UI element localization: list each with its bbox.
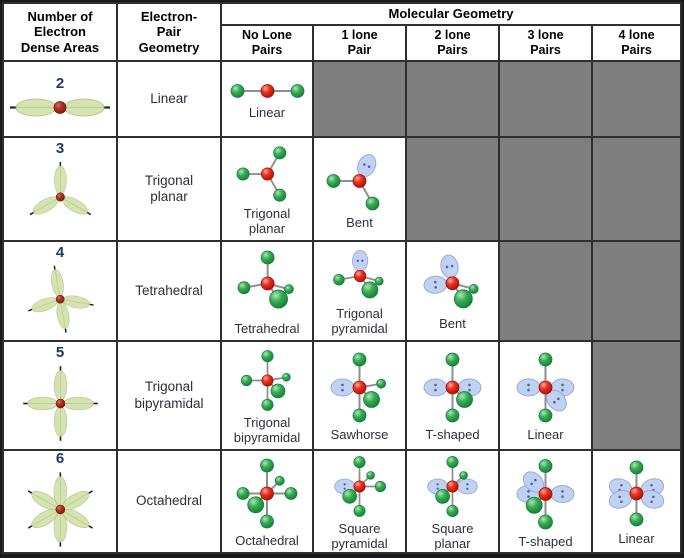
- molecular-geometry-cell: Trigonal bipyramidal: [222, 342, 312, 449]
- not-applicable-cell: [500, 62, 591, 136]
- header-2-lone-pairs: 2 lone Pairs: [407, 26, 498, 60]
- molecule-diagram: [230, 84, 304, 99]
- header-number-of-electron-dense-areas: Number of Electron Dense Areas: [4, 4, 116, 60]
- header-4-lone-pairs: 4 lone Pairs: [593, 26, 680, 60]
- electron-dense-areas-diagram: [28, 265, 94, 333]
- molecular-geometry-cell: Linear: [500, 342, 591, 449]
- molecular-geometry-label: Bent: [439, 316, 466, 332]
- molecular-geometry-cell: Octahedral: [222, 451, 312, 552]
- electron-pair-geometry-cell: Trigonal planar: [118, 138, 220, 240]
- molecular-geometry-label: T-shaped: [425, 427, 480, 443]
- molecule-diagram: [330, 352, 387, 423]
- molecular-geometry-cell: Trigonal planar: [222, 138, 312, 240]
- electron-dense-areas-cell: 5: [4, 342, 116, 449]
- molecular-geometry-label: Trigonal bipyramidal: [233, 414, 301, 445]
- electron-pair-geometry-cell: Octahedral: [118, 451, 220, 552]
- molecular-geometry-label: Trigonal pyramidal: [331, 305, 388, 336]
- electron-pair-geometry-label: Trigonal bipyramidal: [134, 379, 204, 411]
- not-applicable-cell: [593, 242, 680, 340]
- molecular-geometry-label: Linear: [527, 427, 564, 443]
- molecular-geometry-cell: Tetrahedral: [222, 242, 312, 340]
- molecular-geometry-label: Linear: [618, 531, 655, 547]
- molecule-diagram: [236, 458, 298, 529]
- electron-pair-geometry-cell: Trigonal bipyramidal: [118, 342, 220, 449]
- molecular-geometry-cell: T-shaped: [407, 342, 498, 449]
- molecule-diagram: [516, 352, 575, 423]
- molecule-diagram: [608, 460, 665, 527]
- electron-dense-areas-count: 3: [55, 140, 65, 157]
- header-electron-pair-geometry: Electron- Pair Geometry: [118, 4, 220, 60]
- molecular-geometry-label: T-shaped: [518, 533, 573, 549]
- electron-pair-geometry-label: Tetrahedral: [135, 282, 203, 298]
- not-applicable-cell: [500, 138, 591, 240]
- molecule-diagram: [332, 249, 384, 299]
- molecule-diagram: [326, 154, 380, 211]
- molecular-geometry-cell: T-shaped: [500, 451, 591, 552]
- molecular-geometry-cell: Linear: [593, 451, 680, 552]
- electron-dense-areas-cell: 2: [4, 62, 116, 136]
- molecule-diagram: [423, 254, 479, 309]
- electron-dense-areas-diagram: [29, 161, 91, 216]
- molecular-geometry-label: Linear: [248, 105, 286, 121]
- not-applicable-cell: [593, 62, 680, 136]
- electron-pair-geometry-cell: Tetrahedral: [118, 242, 220, 340]
- molecular-geometry-label: Sawhorse: [330, 427, 389, 443]
- molecule-diagram: [237, 250, 294, 309]
- molecular-geometry-label: Bent: [346, 215, 373, 231]
- molecular-geometry-label: Octahedral: [235, 533, 299, 549]
- electron-pair-geometry-label: Trigonal planar: [144, 172, 194, 204]
- electron-dense-areas-count: 2: [55, 74, 65, 92]
- molecular-geometry-label: Tetrahedral: [234, 320, 300, 336]
- molecular-geometry-cell: Square planar: [407, 451, 498, 552]
- not-applicable-cell: [407, 138, 498, 240]
- molecular-geometry-cell: Sawhorse: [314, 342, 405, 449]
- molecular-geometry-label: Square pyramidal: [331, 520, 388, 551]
- molecular-geometry-cell: Square pyramidal: [314, 451, 405, 552]
- molecule-diagram: [240, 350, 291, 411]
- molecular-geometry-cell: Linear: [222, 62, 312, 136]
- electron-pair-geometry-label: Octahedral: [135, 493, 203, 509]
- molecular-geometry-cell: Bent: [407, 242, 498, 340]
- header-no-lone-pairs: No Lone Pairs: [222, 26, 312, 60]
- not-applicable-cell: [314, 62, 405, 136]
- electron-dense-areas-diagram: [27, 472, 93, 547]
- electron-dense-areas-cell: 6: [4, 451, 116, 552]
- electron-dense-areas-count: 6: [55, 451, 65, 467]
- not-applicable-cell: [593, 138, 680, 240]
- header-1-lone-pair: 1 lone Pair: [314, 26, 405, 60]
- electron-pair-geometry-label: Linear: [150, 90, 188, 106]
- electron-dense-areas-cell: 3: [4, 138, 116, 240]
- not-applicable-cell: [593, 342, 680, 449]
- electron-dense-areas-count: 5: [55, 344, 65, 361]
- not-applicable-cell: [407, 62, 498, 136]
- molecular-geometry-label: Trigonal planar: [243, 205, 291, 236]
- molecular-geometry-cell: Bent: [314, 138, 405, 240]
- electron-dense-areas-count: 4: [55, 244, 65, 261]
- electron-dense-areas-diagram: [10, 98, 110, 116]
- electron-dense-areas-cell: 4: [4, 242, 116, 340]
- electron-dense-areas-diagram: [22, 366, 98, 441]
- molecule-diagram: [236, 146, 286, 202]
- molecule-diagram: [423, 352, 482, 423]
- molecule-diagram: [427, 455, 478, 517]
- molecular-geometry-label: Square planar: [431, 520, 474, 551]
- not-applicable-cell: [500, 242, 591, 340]
- molecule-diagram: [516, 458, 575, 530]
- molecular-geometry-cell: Trigonal pyramidal: [314, 242, 405, 340]
- molecule-diagram: [334, 456, 386, 517]
- electron-pair-geometry-cell: Linear: [118, 62, 220, 136]
- header-molecular-geometry: Molecular Geometry: [222, 4, 680, 24]
- header-3-lone-pairs: 3 lone Pairs: [500, 26, 591, 60]
